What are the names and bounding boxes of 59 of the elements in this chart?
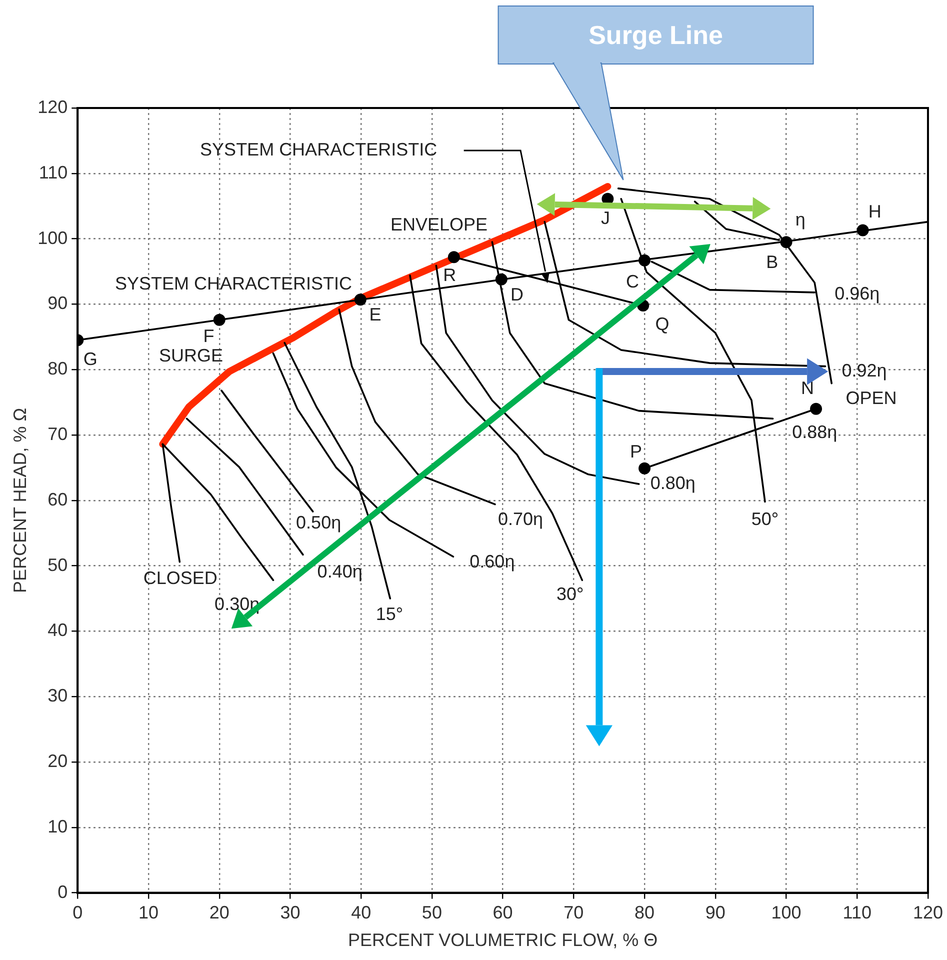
- annotation: C: [626, 272, 639, 292]
- annotation: D: [510, 284, 524, 305]
- x-tick-label: 50: [422, 902, 442, 923]
- y-axis-title: PERCENT HEAD, % Ω: [10, 408, 30, 593]
- x-tick-label: 60: [492, 902, 513, 923]
- annotation: J: [601, 208, 610, 228]
- annotation: 0.92η: [842, 360, 887, 381]
- annotation: 50°: [751, 508, 779, 529]
- x-tick-label: 110: [842, 902, 872, 923]
- y-tick-label: 60: [48, 489, 68, 510]
- annotation: N: [801, 378, 814, 398]
- x-axis-title: PERCENT VOLUMETRIC FLOW, % Θ: [348, 930, 658, 950]
- y-tick-label: 120: [38, 96, 68, 117]
- annotation: OPEN: [846, 388, 897, 408]
- annotation: 0.96η: [834, 283, 880, 304]
- annotation: 0.70η: [498, 508, 544, 529]
- y-tick-label: 0: [58, 882, 68, 902]
- annotation: E: [369, 304, 382, 324]
- annotation: B: [766, 252, 778, 272]
- annotation: G: [83, 348, 98, 369]
- text: Surge Line: [588, 20, 723, 50]
- annotation: CLOSED: [143, 568, 218, 588]
- annotation: P: [630, 442, 642, 462]
- y-tick-label: 20: [48, 750, 68, 771]
- y-tick-label: 80: [48, 358, 68, 379]
- annotation: 0.88η: [792, 422, 838, 442]
- annotation: η: [795, 209, 806, 230]
- annotation: ENVELOPE: [390, 214, 488, 235]
- x-tick-label: 20: [209, 902, 230, 923]
- annotation: 0.80η: [650, 473, 696, 494]
- y-tick-label: 90: [48, 293, 68, 314]
- annotation: 0.50η: [296, 512, 342, 532]
- annotation: SYSTEM CHARACTERISTIC: [200, 139, 438, 160]
- x-tick-label: 120: [912, 902, 944, 923]
- x-tick-label: 80: [634, 902, 655, 923]
- y-tick-label: 100: [38, 228, 68, 248]
- annotation: Q: [655, 314, 670, 334]
- annotation: 0.40η: [317, 561, 362, 582]
- y-tick-label: 10: [48, 816, 68, 836]
- x-tick-label: 0: [72, 902, 83, 923]
- annotation: 15°: [376, 604, 404, 624]
- annotation: SYSTEM CHARACTERISTIC: [115, 274, 352, 294]
- y-tick-label: 70: [48, 424, 68, 444]
- x-tick-label: 70: [564, 902, 584, 923]
- x-tick-label: 10: [138, 902, 159, 923]
- y-tick-label: 40: [48, 620, 68, 640]
- annotation: 30°: [556, 584, 584, 604]
- annotation: 0.60η: [470, 552, 515, 572]
- annotation: SURGE: [159, 345, 224, 366]
- annotation: H: [868, 202, 882, 222]
- x-tick-label: 90: [705, 902, 726, 923]
- y-tick-label: 110: [38, 162, 68, 182]
- x-tick-label: 30: [280, 902, 300, 923]
- y-tick-label: 50: [48, 554, 68, 575]
- y-tick-label: 30: [48, 686, 68, 706]
- annotation: F: [203, 326, 214, 346]
- annotation: R: [443, 265, 456, 286]
- x-tick-label: 40: [351, 902, 372, 923]
- x-tick-label: 100: [771, 902, 802, 923]
